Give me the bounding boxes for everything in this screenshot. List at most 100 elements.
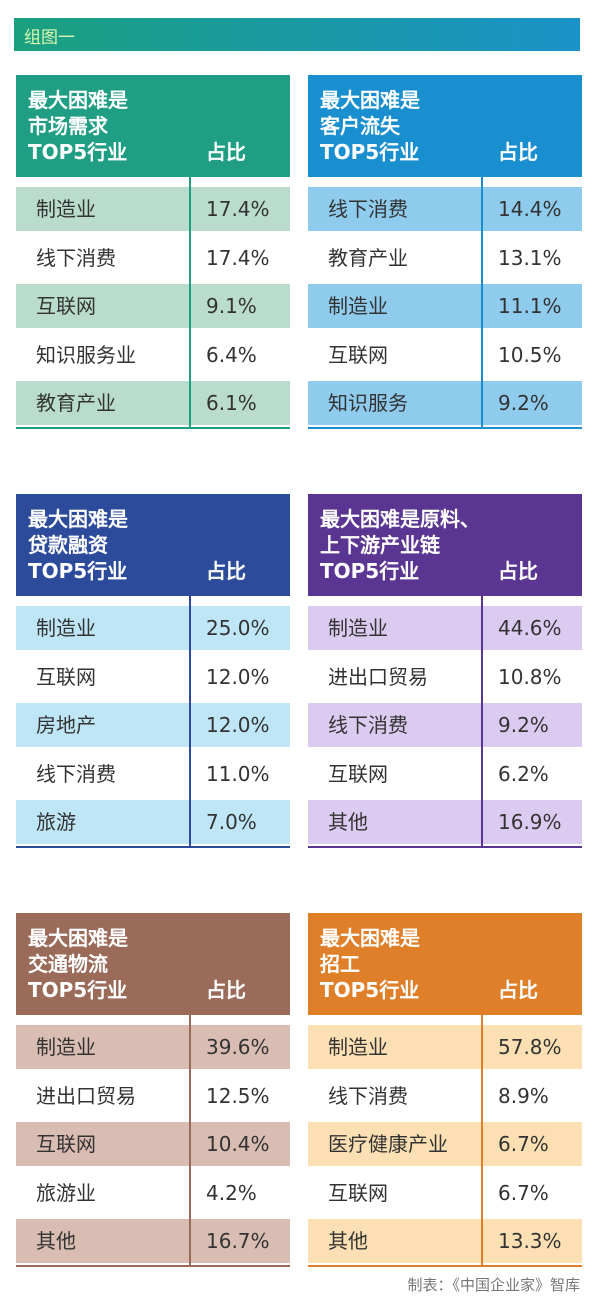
row-label: 旅游业 xyxy=(36,1180,96,1205)
row-value: 8.9% xyxy=(498,1083,549,1108)
row-value: 12.5% xyxy=(206,1083,270,1108)
table-title: 最大困难是 xyxy=(320,926,420,950)
row-value: 16.9% xyxy=(498,810,562,834)
row-stripe xyxy=(16,800,290,844)
row-label: 制造业 xyxy=(36,1035,96,1059)
row-label: 线下消费 xyxy=(328,713,408,737)
column-header: TOP5行业 xyxy=(28,978,128,1002)
row-label: 房地产 xyxy=(36,713,96,737)
row-value: 13.1% xyxy=(498,245,562,270)
row-stripe xyxy=(16,187,290,231)
table-header-box xyxy=(308,75,582,177)
column-header: TOP5行业 xyxy=(28,140,128,164)
table-header-box xyxy=(16,913,290,1015)
column-header: TOP5行业 xyxy=(320,559,420,583)
column-header: 占比 xyxy=(498,140,538,164)
row-value: 17.4% xyxy=(206,245,270,270)
row-label: 知识服务 xyxy=(328,391,408,415)
divider xyxy=(481,596,483,848)
table-title: 市场需求 xyxy=(28,114,108,138)
row-label: 进出口贸易 xyxy=(328,664,428,689)
table-header-box xyxy=(308,913,582,1015)
row-value: 6.7% xyxy=(498,1180,549,1205)
column-header: TOP5行业 xyxy=(320,140,420,164)
row-stripe xyxy=(16,1122,290,1166)
row-stripe xyxy=(308,381,582,425)
row-label: 制造业 xyxy=(36,197,96,221)
row-value: 12.0% xyxy=(206,713,270,737)
header-bar: 组图一 xyxy=(14,18,580,51)
row-label: 线下消费 xyxy=(328,197,408,221)
row-value: 10.5% xyxy=(498,342,562,367)
column-header: 占比 xyxy=(206,559,246,583)
row-value: 44.6% xyxy=(498,616,562,640)
row-label: 制造业 xyxy=(36,616,96,640)
row-label: 互联网 xyxy=(328,1180,388,1205)
row-value: 6.7% xyxy=(498,1132,549,1156)
bottom-rule xyxy=(308,427,582,429)
bottom-rule xyxy=(16,1265,290,1267)
row-stripe xyxy=(16,1219,290,1263)
row-stripe xyxy=(308,703,582,747)
table-title: 交通物流 xyxy=(28,952,108,976)
row-label: 教育产业 xyxy=(36,391,116,415)
row-value: 25.0% xyxy=(206,616,270,640)
row-label: 知识服务业 xyxy=(36,342,136,367)
row-label: 制造业 xyxy=(328,616,388,640)
column-header: TOP5行业 xyxy=(320,978,420,1002)
table-title: 最大困难是原料、 xyxy=(320,507,480,531)
table-title: 上下游产业链 xyxy=(320,533,440,557)
row-value: 10.4% xyxy=(206,1132,270,1156)
row-stripe xyxy=(308,284,582,328)
row-label: 进出口贸易 xyxy=(36,1083,136,1108)
header-title: 组图一 xyxy=(24,28,75,48)
row-value: 57.8% xyxy=(498,1035,562,1059)
row-value: 16.7% xyxy=(206,1229,270,1253)
row-value: 11.0% xyxy=(206,761,270,786)
column-header: TOP5行业 xyxy=(28,559,128,583)
row-label: 制造业 xyxy=(328,1035,388,1059)
table-header-box xyxy=(308,494,582,596)
row-stripe xyxy=(308,187,582,231)
row-stripe xyxy=(308,606,582,650)
row-stripe xyxy=(16,703,290,747)
row-label: 互联网 xyxy=(328,761,388,786)
table-header-box xyxy=(16,494,290,596)
row-value: 6.1% xyxy=(206,391,257,415)
row-stripe xyxy=(16,284,290,328)
row-value: 7.0% xyxy=(206,810,257,834)
row-stripe xyxy=(16,1025,290,1069)
row-label: 旅游 xyxy=(36,810,76,834)
row-label: 线下消费 xyxy=(36,245,116,270)
table-title: 招工 xyxy=(320,952,360,976)
table-header-box xyxy=(16,75,290,177)
row-value: 17.4% xyxy=(206,197,270,221)
row-label: 互联网 xyxy=(328,342,388,367)
row-value: 12.0% xyxy=(206,664,270,689)
bottom-rule xyxy=(16,846,290,848)
divider xyxy=(189,1015,191,1267)
row-value: 9.1% xyxy=(206,294,257,318)
row-value: 6.2% xyxy=(498,761,549,786)
row-label: 互联网 xyxy=(36,664,96,689)
row-label: 制造业 xyxy=(328,294,388,318)
row-label: 其他 xyxy=(328,810,368,834)
row-value: 10.8% xyxy=(498,664,562,689)
row-value: 39.6% xyxy=(206,1035,270,1059)
table-title: 最大困难是 xyxy=(320,88,420,112)
row-stripe xyxy=(308,1025,582,1069)
row-label: 其他 xyxy=(36,1229,76,1253)
row-value: 4.2% xyxy=(206,1180,257,1205)
column-header: 占比 xyxy=(498,978,538,1002)
bottom-rule xyxy=(308,846,582,848)
row-label: 线下消费 xyxy=(328,1083,408,1108)
row-label: 互联网 xyxy=(36,294,96,318)
table-title: 最大困难是 xyxy=(28,507,128,531)
row-label: 线下消费 xyxy=(36,761,116,786)
bottom-rule xyxy=(308,1265,582,1267)
row-value: 9.2% xyxy=(498,391,549,415)
row-value: 14.4% xyxy=(498,197,562,221)
row-label: 教育产业 xyxy=(328,245,408,270)
row-label: 医疗健康产业 xyxy=(328,1132,448,1156)
